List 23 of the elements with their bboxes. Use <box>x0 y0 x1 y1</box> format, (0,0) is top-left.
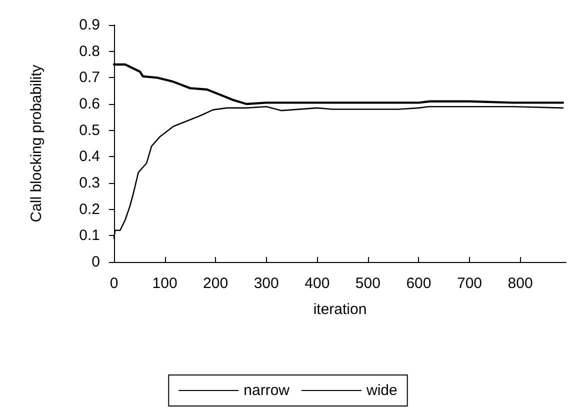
y-tick-label: 0.3 <box>79 174 100 192</box>
y-tick-label: 0.2 <box>79 200 100 218</box>
y-tick-label: 0.5 <box>79 122 100 139</box>
x-tick-label: 300 <box>254 275 279 292</box>
y-axis-title: Call blocking probability <box>28 64 45 222</box>
y-tick-label: 0 <box>92 254 100 270</box>
x-tick-label: 0 <box>110 275 118 292</box>
x-tick-label: 200 <box>203 275 228 292</box>
y-tick-label: 0.7 <box>79 69 100 86</box>
y-tick-label: 0.4 <box>79 148 100 166</box>
y-tick-label: 0.8 <box>79 42 100 60</box>
x-tick-label: 800 <box>508 275 533 292</box>
x-tick-label: 400 <box>304 275 330 292</box>
y-tick-label: 0.9 <box>79 16 100 34</box>
x-axis-title: iteration <box>313 301 367 318</box>
x-tick-label: 700 <box>456 275 482 292</box>
x-tick-label: 600 <box>406 275 432 292</box>
x-tick-label: 100 <box>152 275 178 292</box>
y-tick-label: 0.1 <box>79 227 100 244</box>
y-tick-label: 0.6 <box>79 96 100 112</box>
x-tick-label: 500 <box>355 275 380 292</box>
legend-label: narrow <box>244 382 290 399</box>
legend-label: wide <box>366 382 398 399</box>
